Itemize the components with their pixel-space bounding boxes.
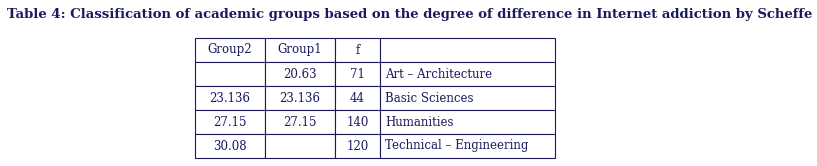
Text: Group2: Group2 [208, 43, 252, 56]
Text: 71: 71 [350, 68, 365, 81]
Text: 20.63: 20.63 [283, 68, 317, 81]
Bar [335, 134, 380, 158]
Text: Table 4: Classification of academic groups based on the degree of difference in : Table 4: Classification of academic grou… [7, 8, 817, 21]
Text: 27.15: 27.15 [213, 116, 247, 128]
Text: Art – Architecture: Art – Architecture [385, 68, 492, 81]
Bar [195, 62, 265, 86]
Text: 23.136: 23.136 [279, 91, 320, 105]
Bar [380, 134, 555, 158]
Text: 23.136: 23.136 [209, 91, 251, 105]
Bar [335, 62, 380, 86]
Bar [265, 86, 335, 110]
Bar [265, 134, 335, 158]
Text: f: f [355, 43, 359, 56]
Bar [265, 38, 335, 62]
Text: 30.08: 30.08 [213, 139, 247, 153]
Bar [265, 110, 335, 134]
Text: Group1: Group1 [278, 43, 323, 56]
Bar [380, 62, 555, 86]
Bar [195, 86, 265, 110]
Bar [380, 110, 555, 134]
Bar [335, 86, 380, 110]
Bar [265, 62, 335, 86]
Text: 120: 120 [346, 139, 368, 153]
Text: 140: 140 [346, 116, 368, 128]
Bar [335, 38, 380, 62]
Text: 44: 44 [350, 91, 365, 105]
Text: 27.15: 27.15 [283, 116, 317, 128]
Text: Technical – Engineering: Technical – Engineering [385, 139, 529, 153]
Bar [335, 110, 380, 134]
Bar [195, 38, 265, 62]
Bar [380, 38, 555, 62]
Bar [380, 86, 555, 110]
Bar [195, 134, 265, 158]
Text: Humanities: Humanities [385, 116, 453, 128]
Bar [195, 110, 265, 134]
Text: Basic Sciences: Basic Sciences [385, 91, 474, 105]
